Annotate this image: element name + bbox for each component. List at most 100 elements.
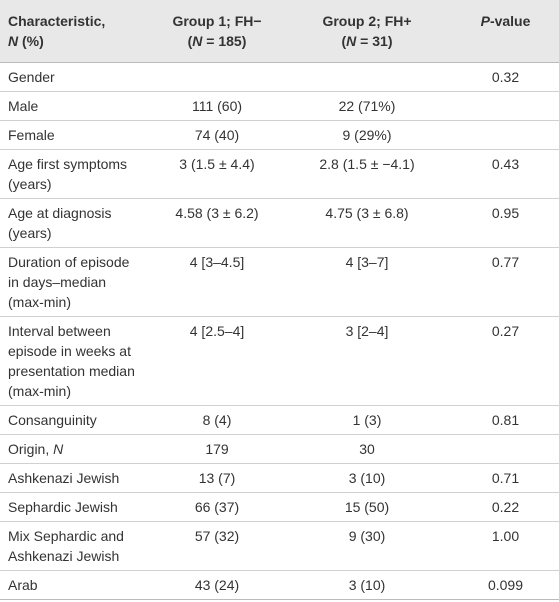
header-cell: P-value xyxy=(452,0,559,63)
cell-text: 43 (24) xyxy=(194,577,240,593)
cell-text: 66 (37) xyxy=(194,499,240,515)
table-cell: 9 (29%) xyxy=(282,120,452,150)
cell-text: 4.75 (3 ± 6.8) xyxy=(325,205,409,221)
cell-text: Gender xyxy=(8,69,55,85)
header-cell: Characteristic, N (%) xyxy=(0,0,152,63)
table-cell: 30 xyxy=(282,434,452,464)
table-cell: Male xyxy=(0,91,152,121)
table-cell: 15 (50) xyxy=(282,492,452,522)
table-row: Age first symptoms (years) 3 (1.5 ± 4.4) 2… xyxy=(0,149,559,199)
cell-text: 4 [3–4.5] xyxy=(189,254,245,270)
cell-text: 30 xyxy=(359,441,375,457)
table-cell: 4 [3–4.5] xyxy=(152,247,282,317)
table-cell: 57 (32) xyxy=(152,521,282,571)
table-cell: Consanguinity xyxy=(0,405,152,435)
cell-text: 3 (10) xyxy=(348,577,386,593)
cell-text: 3 [2–4] xyxy=(345,323,389,339)
table-cell: Age at diagnosis (years) xyxy=(0,198,152,248)
table-cell: 179 xyxy=(152,434,282,464)
header-text: Group 2; FH+ xyxy=(322,13,412,29)
table-cell: Age first symptoms (years) xyxy=(0,149,152,199)
cell-text: 15 (50) xyxy=(344,499,390,515)
header-text: (%) xyxy=(18,33,44,49)
table-cell xyxy=(152,62,282,92)
header-text: N xyxy=(8,33,19,49)
cell-text: 4.58 (3 ± 6.2) xyxy=(175,205,259,221)
cell-text: 13 (7) xyxy=(198,470,236,486)
table-cell: 3 (10) xyxy=(282,570,452,600)
header-text: = 185) xyxy=(202,33,247,49)
cell-text: Male xyxy=(8,98,39,114)
table-row: Ashkenazi Jewish 13 (7) 3 (10) 0.71 xyxy=(0,463,559,493)
header-cell: Group 2; FH+ (N = 31) xyxy=(282,0,452,63)
table-cell: 1 (3) xyxy=(282,405,452,435)
header-text: = 31) xyxy=(356,33,393,49)
table-cell: Origin, N xyxy=(0,434,152,464)
table-cell: 8 (4) xyxy=(152,405,282,435)
cell-text: 1.00 xyxy=(491,528,520,544)
table-cell: 0.81 xyxy=(452,405,559,435)
cell-text: 4 [3–7] xyxy=(345,254,389,270)
table-cell: 1.00 xyxy=(452,521,559,571)
table-cell: 3 (10) xyxy=(282,463,452,493)
cell-text: 9 (30) xyxy=(348,528,386,544)
table-cell: 74 (40) xyxy=(152,120,282,150)
cell-text: 0.95 xyxy=(491,205,520,221)
table-cell: Duration of episode in days–median (max-… xyxy=(0,247,152,317)
table-cell: 13 (7) xyxy=(152,463,282,493)
table-cell: 0.099 xyxy=(452,570,559,600)
cell-text: 0.099 xyxy=(487,577,524,593)
cell-text: 179 xyxy=(205,441,229,457)
table-row: Mix Sephardic and Ashkenazi Jewish 57 (32… xyxy=(0,521,559,571)
table-cell: 22 (71%) xyxy=(282,91,452,121)
cell-text: N xyxy=(53,441,64,457)
cell-text: Sephardic Jewish xyxy=(8,499,118,515)
cell-text: Mix Sephardic and Ashkenazi Jewish xyxy=(8,528,124,564)
cell-text: 2.8 (1.5 ± −4.1) xyxy=(319,156,415,172)
header-text: ( xyxy=(341,33,347,49)
table-cell: Female xyxy=(0,120,152,150)
cell-text: Age first symptoms (years) xyxy=(8,156,128,192)
table-row: Origin, N 179 30 xyxy=(0,434,559,464)
table-cell: 4.75 (3 ± 6.8) xyxy=(282,198,452,248)
cell-text: 111 (60) xyxy=(191,98,243,114)
cell-text: 0.43 xyxy=(491,156,520,172)
header-text: N xyxy=(346,33,357,49)
cell-text: 0.27 xyxy=(491,323,520,339)
table-cell: 0.77 xyxy=(452,247,559,317)
table-cell xyxy=(452,434,559,464)
cell-text: 0.22 xyxy=(491,499,520,515)
table-row: Male 111 (60) 22 (71%) xyxy=(0,91,559,121)
table-cell: 0.43 xyxy=(452,149,559,199)
table-row: Gender 0.32 xyxy=(0,62,559,92)
table-body: Gender 0.32 Male 111 (60) 22 (71%) Female 74 (… xyxy=(0,62,559,600)
table-cell: 2.8 (1.5 ± −4.1) xyxy=(282,149,452,199)
table-cell xyxy=(452,91,559,121)
table-row: Female 74 (40) 9 (29%) xyxy=(0,120,559,150)
table-cell: Ashkenazi Jewish xyxy=(0,463,152,493)
cell-text: Interval between episode in weeks at pre… xyxy=(8,323,135,399)
table-cell: 0.71 xyxy=(452,463,559,493)
table-cell: Arab xyxy=(0,570,152,600)
cell-text: 9 (29%) xyxy=(342,127,392,143)
cell-text: 74 (40) xyxy=(194,127,240,143)
cell-text: 22 (71%) xyxy=(338,98,396,114)
table-row: Duration of episode in days–median (max-… xyxy=(0,247,559,317)
header-text: ( xyxy=(187,33,193,49)
cell-text: 0.81 xyxy=(491,412,520,428)
cell-text: 3 (10) xyxy=(348,470,386,486)
table-cell: 9 (30) xyxy=(282,521,452,571)
table-cell: 43 (24) xyxy=(152,570,282,600)
cell-text: Consanguinity xyxy=(8,412,97,428)
cell-text: Female xyxy=(8,127,55,143)
table-cell: 111 (60) xyxy=(152,91,282,121)
header-row: Characteristic, N (%) Group 1; FH− (N = 18… xyxy=(0,0,559,63)
table-cell: 66 (37) xyxy=(152,492,282,522)
table-row: Consanguinity 8 (4) 1 (3) 0.81 xyxy=(0,405,559,435)
table-cell: 3 (1.5 ± 4.4) xyxy=(152,149,282,199)
table-cell: 4 [2.5–4] xyxy=(152,316,282,406)
table-cell: Gender xyxy=(0,62,152,92)
table-cell xyxy=(282,62,452,92)
cell-text: 3 (1.5 ± 4.4) xyxy=(179,156,255,172)
